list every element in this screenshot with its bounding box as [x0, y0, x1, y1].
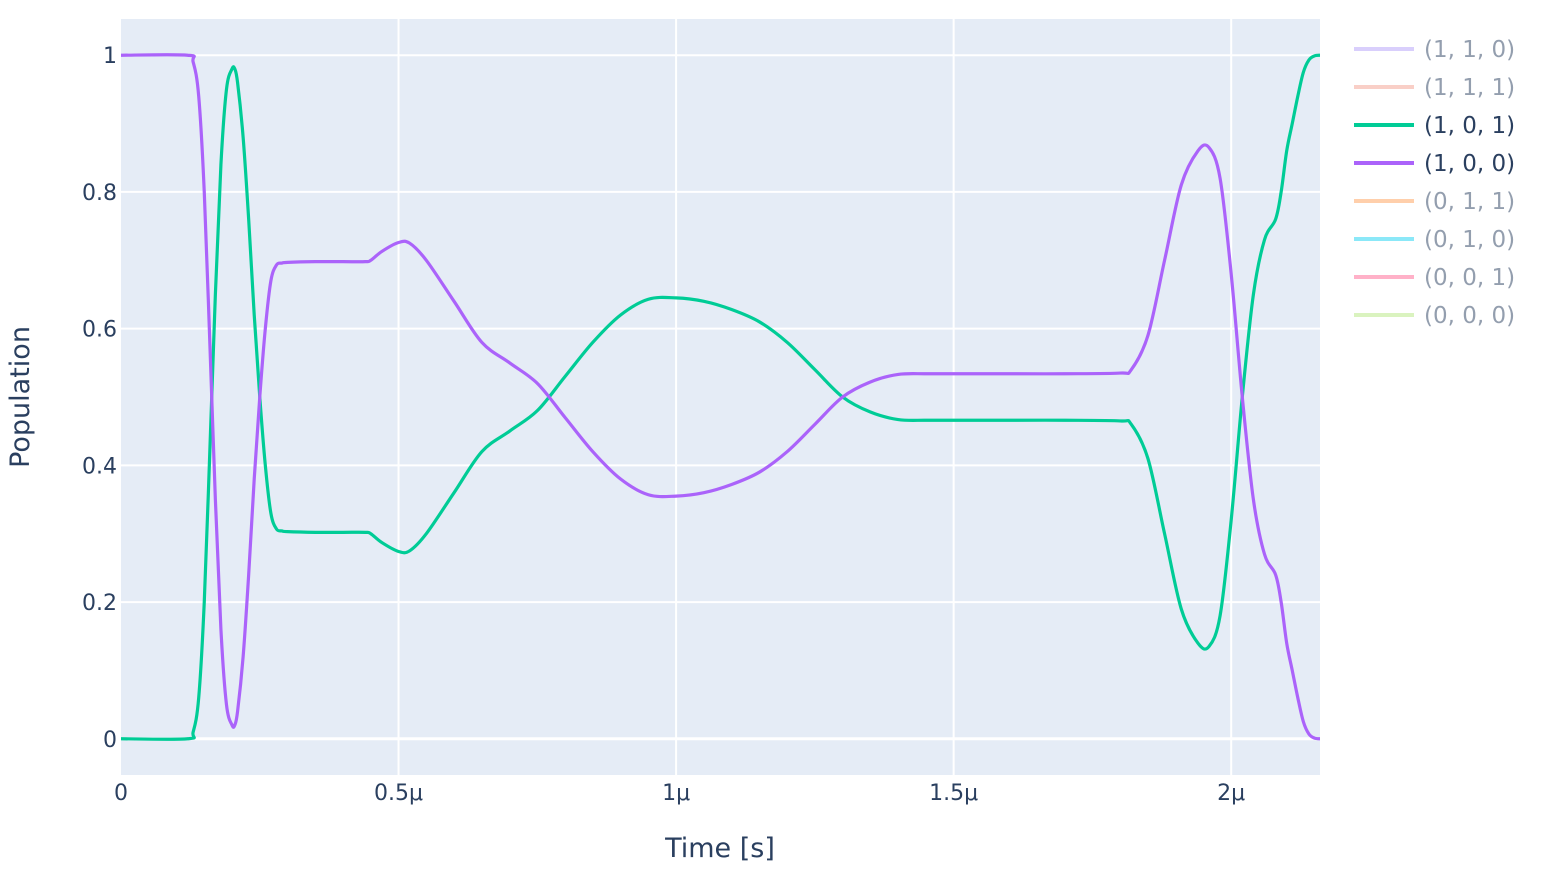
series-line-2: [121, 53, 1320, 741]
legend-item[interactable]: (0, 0, 1): [1354, 265, 1515, 291]
y-tick-label: 0.4: [82, 454, 117, 479]
y-axis-ticks: 0 0.2 0.4 0.6 0.8 1: [82, 44, 117, 753]
x-tick-label: 0: [114, 781, 128, 806]
legend-item[interactable]: (1, 0, 0): [1354, 151, 1515, 177]
legend-label: (1, 0, 1): [1424, 113, 1515, 139]
x-tick-label: 1μ: [662, 781, 690, 806]
grid-lines: [121, 19, 1320, 775]
y-tick-label: 1: [103, 44, 117, 69]
legend-item[interactable]: (0, 1, 0): [1354, 227, 1515, 253]
y-tick-label: 0.2: [82, 591, 117, 616]
series-line-3: [121, 53, 1320, 741]
y-axis-title: Population: [5, 326, 36, 468]
legend-label: (1, 0, 0): [1424, 151, 1515, 177]
legend-item[interactable]: (1, 0, 1): [1354, 113, 1515, 139]
x-tick-label: 0.5μ: [374, 781, 423, 806]
series-lines: [121, 53, 1320, 741]
x-tick-label: 1.5μ: [929, 781, 978, 806]
x-tick-label: 2μ: [1217, 781, 1245, 806]
legend-label: (1, 1, 1): [1424, 75, 1515, 101]
y-tick-label: 0.8: [82, 181, 117, 206]
plot-background: [121, 19, 1320, 775]
y-tick-label: 0: [103, 728, 117, 753]
legend-item[interactable]: (1, 1, 1): [1354, 75, 1515, 101]
x-axis-ticks: 0 0.5μ 1μ 1.5μ 2μ: [114, 781, 1245, 806]
legend-label: (0, 1, 0): [1424, 227, 1515, 253]
legend[interactable]: (1, 1, 0) (1, 1, 1) (1, 0, 1) (1, 0, 0) (0, …: [1354, 37, 1515, 329]
legend-item[interactable]: (1, 1, 0): [1354, 37, 1515, 63]
x-axis-title: Time [s]: [664, 833, 775, 864]
legend-item[interactable]: (0, 1, 1): [1354, 189, 1515, 215]
legend-item[interactable]: (0, 0, 0): [1354, 303, 1515, 329]
legend-label: (0, 1, 1): [1424, 189, 1515, 215]
y-tick-label: 0.6: [82, 318, 117, 343]
legend-label: (1, 1, 0): [1424, 37, 1515, 63]
legend-label: (0, 0, 0): [1424, 303, 1515, 329]
legend-label: (0, 0, 1): [1424, 265, 1515, 291]
